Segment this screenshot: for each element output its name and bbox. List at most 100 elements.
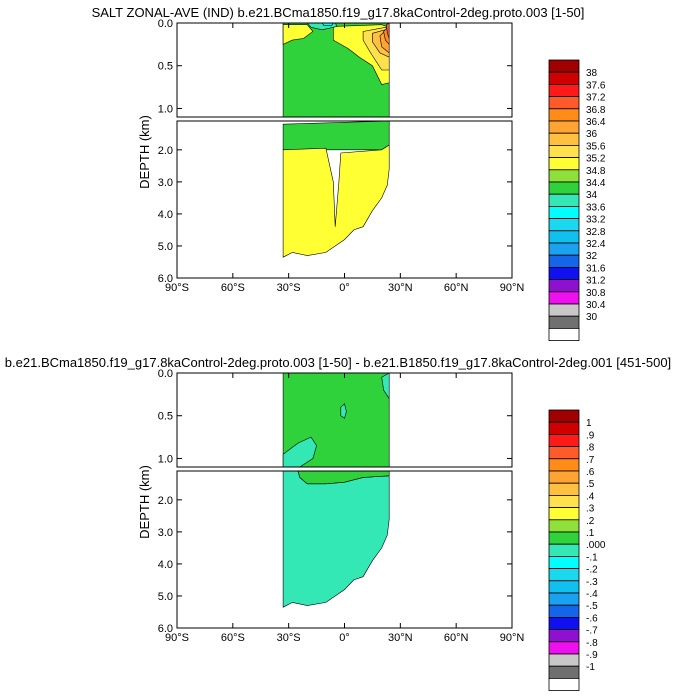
x-tick-label: 90°N	[500, 632, 525, 644]
panel-2-title: b.e21.BCma1850.f19_g17.8kaControl-2deg.p…	[5, 355, 671, 370]
x-tick-label: 90°S	[165, 282, 189, 294]
colorbar-label: -.1	[586, 552, 598, 563]
contour-region-upper-3	[381, 373, 390, 400]
colorbar-label: -.3	[586, 577, 598, 588]
y-tick-label: 5.0	[158, 241, 173, 253]
colorbar-box	[548, 59, 580, 73]
y-tick-label: 3.0	[158, 177, 173, 189]
panel-2: b.e21.BCma1850.f19_g17.8kaControl-2deg.p…	[5, 355, 671, 692]
x-tick-label: 90°N	[500, 282, 525, 294]
y-tick-label: 6.0	[158, 273, 173, 285]
y-tick-label: 0.5	[158, 411, 173, 423]
colorbar-label: -.6	[586, 613, 598, 624]
colorbar-label: 34	[586, 190, 598, 201]
colorbar-box	[548, 556, 580, 570]
y-tick-label: 1.0	[158, 453, 173, 465]
colorbar-label: 33.2	[586, 215, 606, 226]
colorbar-label: 32.4	[586, 239, 606, 250]
contour-region-lower-0	[282, 121, 390, 151]
colorbar-box	[548, 580, 580, 594]
colorbar-label: 35.2	[586, 154, 606, 165]
x-tick-label: 60°N	[444, 282, 469, 294]
colorbar-box	[548, 291, 580, 305]
colorbar-label: 37.2	[586, 93, 606, 104]
colorbar-box	[548, 132, 580, 146]
contour-region-upper-7	[386, 23, 390, 39]
colorbar-label: .000	[586, 540, 606, 551]
contour-region-upper-1	[282, 436, 317, 467]
colorbar-label: 1	[586, 418, 592, 429]
colorbar-box	[548, 157, 580, 171]
colorbar-box	[548, 242, 580, 256]
colorbar-box	[548, 205, 580, 219]
colorbar-label: -.8	[586, 638, 598, 649]
colorbar-box	[548, 568, 580, 582]
colorbar-label: 31.2	[586, 276, 606, 287]
colorbar-box	[548, 592, 580, 606]
y-tick-label: 4.0	[158, 209, 173, 221]
y-tick-label: 0.5	[158, 61, 173, 73]
colorbar-box	[548, 653, 580, 667]
colorbar-label: 36.8	[586, 105, 606, 116]
colorbar-label: 35.6	[586, 141, 606, 152]
contour-region-lower-0	[282, 471, 390, 608]
colorbar-label: .9	[586, 430, 595, 441]
colorbar-label: 37.6	[586, 80, 606, 91]
colorbar-box	[548, 617, 580, 631]
colorbar-label: 30.4	[586, 300, 606, 311]
colorbar-label: .1	[586, 528, 595, 539]
x-tick-label: 60°N	[444, 632, 469, 644]
colorbar-box	[548, 96, 580, 110]
contour-region-lower-1	[282, 144, 390, 258]
colorbar-box	[548, 519, 580, 533]
colorbar-label: -.2	[586, 565, 598, 576]
colorbar-box	[548, 446, 580, 460]
colorbar-label: 30.8	[586, 288, 606, 299]
colorbar-box	[548, 279, 580, 293]
colorbar-box	[548, 458, 580, 472]
colorbar-label: .4	[586, 491, 595, 502]
colorbar-box	[548, 494, 580, 508]
colorbar-box	[548, 543, 580, 557]
colorbar-box	[548, 193, 580, 207]
contour-region-upper-2	[340, 403, 347, 419]
y-tick-label: 0.0	[158, 368, 173, 380]
colorbar-box	[548, 327, 580, 341]
x-tick-label: 0°	[339, 282, 350, 294]
colorbar-box	[548, 641, 580, 655]
colorbar-box	[548, 303, 580, 317]
colorbar-label: .5	[586, 479, 595, 490]
y-tick-label: 2.0	[158, 495, 173, 507]
panel-2-lower-plot	[282, 471, 390, 608]
x-tick-label: 30°S	[277, 632, 301, 644]
x-tick-label: 60°S	[221, 632, 245, 644]
colorbar-box	[548, 665, 580, 679]
colorbar-label: 38	[586, 68, 598, 79]
colorbar-box	[548, 315, 580, 329]
panel-2-upper-plot	[282, 373, 390, 467]
panel-1: SALT ZONAL-AVE (IND) b.e21.BCma1850.f19_…	[92, 5, 606, 341]
colorbar-box	[548, 629, 580, 643]
contour-region-upper-9	[321, 23, 334, 26]
panel-2-colorbar: 1.9.8.7.6.5.4.3.2.1.000-.1-.2-.3-.4-.5-.…	[548, 409, 606, 692]
colorbar-label: 33.6	[586, 202, 606, 213]
x-tick-label: 30°N	[388, 632, 413, 644]
y-tick-label: 0.0	[158, 18, 173, 30]
colorbar-label: 31.6	[586, 263, 606, 274]
colorbar-label: 32	[586, 251, 598, 262]
colorbar-box	[548, 108, 580, 122]
colorbar-box	[548, 482, 580, 496]
colorbar-label: -.9	[586, 650, 598, 661]
colorbar-label: -1	[586, 662, 595, 673]
x-tick-label: 60°S	[221, 282, 245, 294]
colorbar-label: -.7	[586, 626, 598, 637]
colorbar-label: 34.8	[586, 166, 606, 177]
colorbar-box	[548, 230, 580, 244]
y-tick-label: 2.0	[158, 145, 173, 157]
x-tick-label: 30°N	[388, 282, 413, 294]
panel-1-lower-plot	[282, 121, 390, 258]
panel-1-axes: 0.0 0.5 1.0 2.0 3.0 4.0 5.0 6.090°S 60°S 30°S 0° 30…	[158, 18, 525, 294]
colorbar-label: 36.4	[586, 117, 606, 128]
colorbar-box	[548, 507, 580, 521]
